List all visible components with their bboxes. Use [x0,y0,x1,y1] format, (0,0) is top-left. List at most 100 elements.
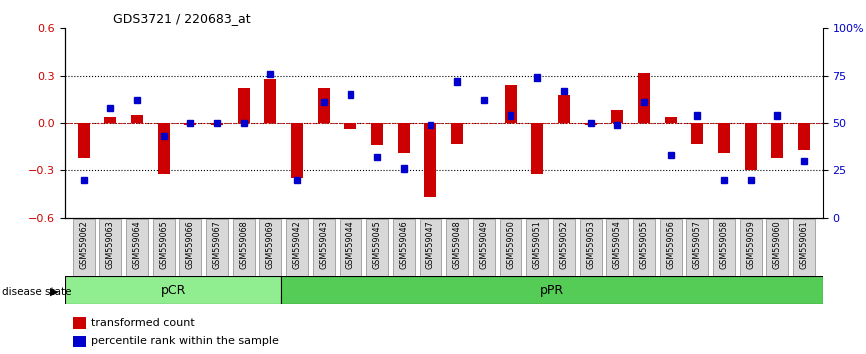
Bar [721,177,727,183]
FancyBboxPatch shape [286,219,308,276]
Text: GSM559057: GSM559057 [693,220,701,269]
Text: GSM559049: GSM559049 [480,220,488,269]
Bar [718,123,730,153]
Text: GSM559053: GSM559053 [586,220,595,269]
Bar [107,105,113,111]
FancyBboxPatch shape [793,219,815,276]
Bar [745,123,757,170]
Bar [78,123,89,158]
Text: GSM559060: GSM559060 [772,220,782,269]
Bar [638,73,650,123]
Bar [507,112,514,119]
Text: ▶: ▶ [50,287,59,297]
Text: pCR: pCR [160,284,186,297]
FancyBboxPatch shape [260,219,281,276]
Bar [668,152,674,158]
Text: GSM559059: GSM559059 [746,220,755,269]
Bar [281,276,823,304]
Bar [774,112,780,119]
Bar [131,115,143,123]
Bar [558,95,570,123]
Bar [241,120,247,126]
Bar [73,336,87,347]
Text: percentile rank within the sample: percentile rank within the sample [91,336,279,346]
Bar [294,177,300,183]
Bar [588,120,593,126]
FancyBboxPatch shape [126,219,148,276]
Text: transformed count: transformed count [91,318,195,328]
FancyBboxPatch shape [179,219,201,276]
FancyBboxPatch shape [473,219,494,276]
Bar [318,88,330,123]
FancyBboxPatch shape [339,219,361,276]
Bar [268,70,274,77]
Bar [695,112,701,119]
Text: GSM559044: GSM559044 [346,220,355,269]
Bar [664,117,676,123]
FancyBboxPatch shape [766,219,788,276]
FancyBboxPatch shape [553,219,575,276]
Text: GSM559047: GSM559047 [426,220,435,269]
Text: GSM559045: GSM559045 [372,220,382,269]
FancyBboxPatch shape [606,219,628,276]
Text: GSM559061: GSM559061 [799,220,809,269]
Bar [455,78,460,85]
Bar [531,123,543,173]
FancyBboxPatch shape [740,219,761,276]
Text: GSM559065: GSM559065 [159,220,168,269]
FancyBboxPatch shape [313,219,334,276]
Bar [614,122,620,128]
Bar [104,117,116,123]
Bar [691,123,703,143]
Bar [611,110,624,123]
Text: GSM559058: GSM559058 [720,220,728,269]
FancyBboxPatch shape [713,219,735,276]
Bar [211,123,223,125]
Text: pPR: pPR [540,284,564,297]
Text: GSM559056: GSM559056 [666,220,675,269]
Bar [801,158,807,164]
Text: GSM559064: GSM559064 [132,220,141,269]
Text: GSM559042: GSM559042 [293,220,301,269]
Bar [374,154,380,160]
Bar [291,123,303,178]
Bar [264,79,276,123]
Bar [428,122,433,128]
Bar [161,133,166,139]
Text: GSM559050: GSM559050 [506,220,515,269]
Bar [534,74,540,81]
Bar [585,123,597,125]
Bar [158,123,170,173]
Bar [372,123,383,145]
FancyBboxPatch shape [393,219,415,276]
FancyBboxPatch shape [579,219,602,276]
Bar [214,120,220,126]
Bar [134,97,140,103]
Bar [641,99,647,105]
Bar [772,123,784,158]
Text: GSM559063: GSM559063 [106,220,115,269]
Bar [505,85,516,123]
Bar [345,123,357,129]
Text: GSM559062: GSM559062 [79,220,88,269]
FancyBboxPatch shape [687,219,708,276]
Text: GSM559052: GSM559052 [559,220,568,269]
FancyBboxPatch shape [419,219,442,276]
FancyBboxPatch shape [500,219,521,276]
Bar [347,91,353,98]
FancyBboxPatch shape [152,219,175,276]
Text: GDS3721 / 220683_at: GDS3721 / 220683_at [113,12,250,25]
Bar [73,317,87,329]
Bar [187,120,193,126]
Bar [481,97,487,103]
FancyBboxPatch shape [100,219,121,276]
Text: GSM559054: GSM559054 [613,220,622,269]
FancyBboxPatch shape [527,219,548,276]
Text: GSM559051: GSM559051 [533,220,542,269]
FancyBboxPatch shape [366,219,388,276]
Text: GSM559067: GSM559067 [212,220,222,269]
FancyBboxPatch shape [660,219,682,276]
FancyBboxPatch shape [233,219,255,276]
Text: GSM559046: GSM559046 [399,220,408,269]
FancyBboxPatch shape [633,219,655,276]
